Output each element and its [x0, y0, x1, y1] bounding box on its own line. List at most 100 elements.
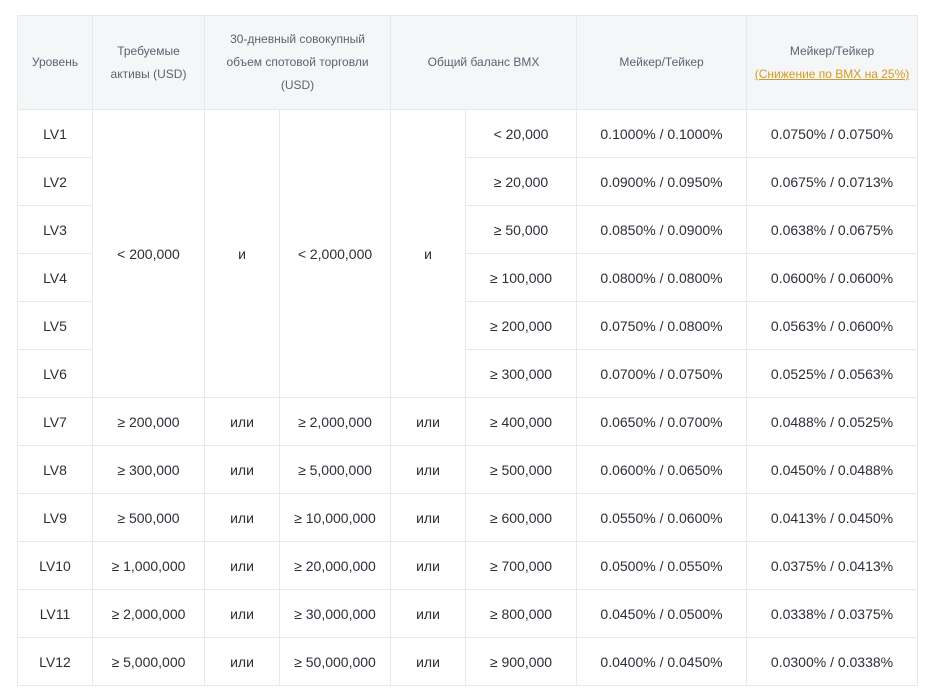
cell-bmx-balance: ≥ 500,000 — [464, 445, 578, 494]
header-bmx-balance: Общий баланс BMX — [389, 15, 578, 110]
table-row: LV6 ≥ 300,000 0.0700% / 0.0750% 0.0525% / 0… — [17, 349, 919, 398]
cell-conjunction: или — [204, 493, 280, 542]
cell-maker-taker-discount: 0.0638% / 0.0675% — [746, 205, 919, 254]
cell-level: LV12 — [17, 637, 93, 686]
cell-level: LV3 — [17, 205, 93, 254]
cell-conjunction: или — [390, 541, 466, 590]
cell-assets: ≥ 2,000,000 — [92, 589, 205, 638]
cell-bmx-balance: ≥ 900,000 — [464, 637, 578, 686]
cell-maker-taker: 0.0800% / 0.0800% — [576, 253, 748, 302]
table-row: LV1 < 200,000 и < 2,000,000 и < 20,000 0.1000%… — [17, 109, 919, 398]
header-maker-taker-discount-title: Мейкер/Тейкер — [789, 43, 875, 58]
cell-volume: ≥ 2,000,000 — [279, 397, 391, 446]
cell-volume: ≥ 10,000,000 — [279, 493, 391, 542]
cell-level: LV1 — [17, 109, 93, 158]
cell-bmx-balance: < 20,000 — [464, 109, 578, 158]
cell-volume: ≥ 30,000,000 — [279, 589, 391, 638]
cell-conjunction: или — [204, 637, 280, 686]
table-row: LV2 ≥ 20,000 0.0900% / 0.0950% 0.0675% / 0.… — [17, 157, 919, 206]
table-header-row: Уровень Требуемые активы (USD) 30-дневны… — [17, 15, 919, 110]
cell-conjunction: или — [390, 493, 466, 542]
cell-conjunction: или — [204, 541, 280, 590]
cell-maker-taker: 0.0650% / 0.0700% — [576, 397, 748, 446]
cell-maker-taker-discount: 0.0488% / 0.0525% — [746, 397, 919, 446]
cell-bmx-balance: ≥ 600,000 — [464, 493, 578, 542]
cell-bmx-balance: ≥ 700,000 — [464, 541, 578, 590]
cell-maker-taker: 0.0450% / 0.0500% — [576, 589, 748, 638]
cell-maker-taker: 0.0900% / 0.0950% — [576, 157, 748, 206]
cell-level: LV9 — [17, 493, 93, 542]
cell-conjunction: или — [390, 397, 466, 446]
cell-conjunction: или — [390, 445, 466, 494]
cell-level: LV5 — [17, 301, 93, 350]
cell-conjunction: или — [390, 589, 466, 638]
fee-tier-table: Уровень Требуемые активы (USD) 30-дневны… — [17, 15, 919, 686]
header-maker-taker: Мейкер/Тейкер — [576, 15, 748, 110]
cell-conjunction-merged: и — [390, 109, 466, 398]
table-row: LV4 ≥ 100,000 0.0800% / 0.0800% 0.0600% / 0… — [17, 253, 919, 302]
cell-maker-taker-discount: 0.0338% / 0.0375% — [746, 589, 919, 638]
bmx-discount-link[interactable]: (Снижение по BMX на 25%) — [754, 66, 910, 81]
cell-level: LV6 — [17, 349, 93, 398]
cell-bmx-balance: ≥ 100,000 — [464, 253, 578, 302]
cell-maker-taker-discount: 0.0600% / 0.0600% — [746, 253, 919, 302]
cell-maker-taker: 0.0550% / 0.0600% — [576, 493, 748, 542]
cell-volume-merged: < 2,000,000 — [279, 109, 391, 398]
cell-assets: ≥ 5,000,000 — [92, 637, 205, 686]
cell-maker-taker: 0.1000% / 0.1000% — [576, 109, 748, 158]
cell-maker-taker-discount: 0.0675% / 0.0713% — [746, 157, 919, 206]
cell-level: LV4 — [17, 253, 93, 302]
table-row: LV11 ≥ 2,000,000 или ≥ 30,000,000 или ≥ 800,0… — [17, 589, 919, 638]
cell-bmx-balance: ≥ 400,000 — [464, 397, 578, 446]
cell-maker-taker: 0.0850% / 0.0900% — [576, 205, 748, 254]
table-row: LV3 ≥ 50,000 0.0850% / 0.0900% 0.0638% / 0.… — [17, 205, 919, 254]
cell-bmx-balance: ≥ 800,000 — [464, 589, 578, 638]
cell-assets: ≥ 300,000 — [92, 445, 205, 494]
cell-level: LV10 — [17, 541, 93, 590]
cell-volume: ≥ 50,000,000 — [279, 637, 391, 686]
table-row: LV5 ≥ 200,000 0.0750% / 0.0800% 0.0563% / 0… — [17, 301, 919, 350]
header-required-assets: Требуемые активы (USD) — [92, 15, 205, 110]
cell-bmx-balance: ≥ 300,000 — [464, 349, 578, 398]
table-body: LV1 < 200,000 и < 2,000,000 и < 20,000 0.1000%… — [17, 109, 919, 686]
cell-maker-taker-discount: 0.0563% / 0.0600% — [746, 301, 919, 350]
cell-maker-taker: 0.0750% / 0.0800% — [576, 301, 748, 350]
cell-maker-taker: 0.0600% / 0.0650% — [576, 445, 748, 494]
cell-volume: ≥ 5,000,000 — [279, 445, 391, 494]
table-row: LV9 ≥ 500,000 или ≥ 10,000,000 или ≥ 600,000 0… — [17, 493, 919, 542]
cell-conjunction: или — [204, 445, 280, 494]
cell-assets: ≥ 200,000 — [92, 397, 205, 446]
cell-maker-taker: 0.0400% / 0.0450% — [576, 637, 748, 686]
cell-level: LV2 — [17, 157, 93, 206]
cell-level: LV8 — [17, 445, 93, 494]
cell-conjunction: или — [204, 589, 280, 638]
cell-maker-taker-discount: 0.0375% / 0.0413% — [746, 541, 919, 590]
cell-maker-taker-discount: 0.0525% / 0.0563% — [746, 349, 919, 398]
cell-level: LV7 — [17, 397, 93, 446]
cell-conjunction: или — [390, 637, 466, 686]
cell-maker-taker-discount: 0.0413% / 0.0450% — [746, 493, 919, 542]
cell-maker-taker-discount: 0.0750% / 0.0750% — [746, 109, 919, 158]
fee-table-container: Уровень Требуемые активы (USD) 30-дневны… — [17, 15, 919, 686]
cell-level: LV11 — [17, 589, 93, 638]
cell-volume: ≥ 20,000,000 — [279, 541, 391, 590]
cell-maker-taker: 0.0500% / 0.0550% — [576, 541, 748, 590]
header-maker-taker-discount: Мейкер/Тейкер (Снижение по BMX на 25%) — [746, 15, 919, 110]
cell-maker-taker: 0.0700% / 0.0750% — [576, 349, 748, 398]
cell-conjunction-merged: и — [204, 109, 280, 398]
cell-bmx-balance: ≥ 50,000 — [464, 205, 578, 254]
table-row: LV7 ≥ 200,000 или ≥ 2,000,000 или ≥ 400,000 0.… — [17, 397, 919, 446]
cell-conjunction: или — [204, 397, 280, 446]
header-spot-volume: 30-дневный совокупный объем спотовой тор… — [204, 15, 391, 110]
cell-maker-taker-discount: 0.0300% / 0.0338% — [746, 637, 919, 686]
cell-assets-merged: < 200,000 — [92, 109, 205, 398]
table-row: LV8 ≥ 300,000 или ≥ 5,000,000 или ≥ 500,000 0.… — [17, 445, 919, 494]
cell-bmx-balance: ≥ 20,000 — [464, 157, 578, 206]
cell-assets: ≥ 1,000,000 — [92, 541, 205, 590]
cell-bmx-balance: ≥ 200,000 — [464, 301, 578, 350]
table-row: LV12 ≥ 5,000,000 или ≥ 50,000,000 или ≥ 900,0… — [17, 637, 919, 686]
cell-assets: ≥ 500,000 — [92, 493, 205, 542]
table-row: LV10 ≥ 1,000,000 или ≥ 20,000,000 или ≥ 700,0… — [17, 541, 919, 590]
cell-maker-taker-discount: 0.0450% / 0.0488% — [746, 445, 919, 494]
header-level: Уровень — [17, 15, 93, 110]
